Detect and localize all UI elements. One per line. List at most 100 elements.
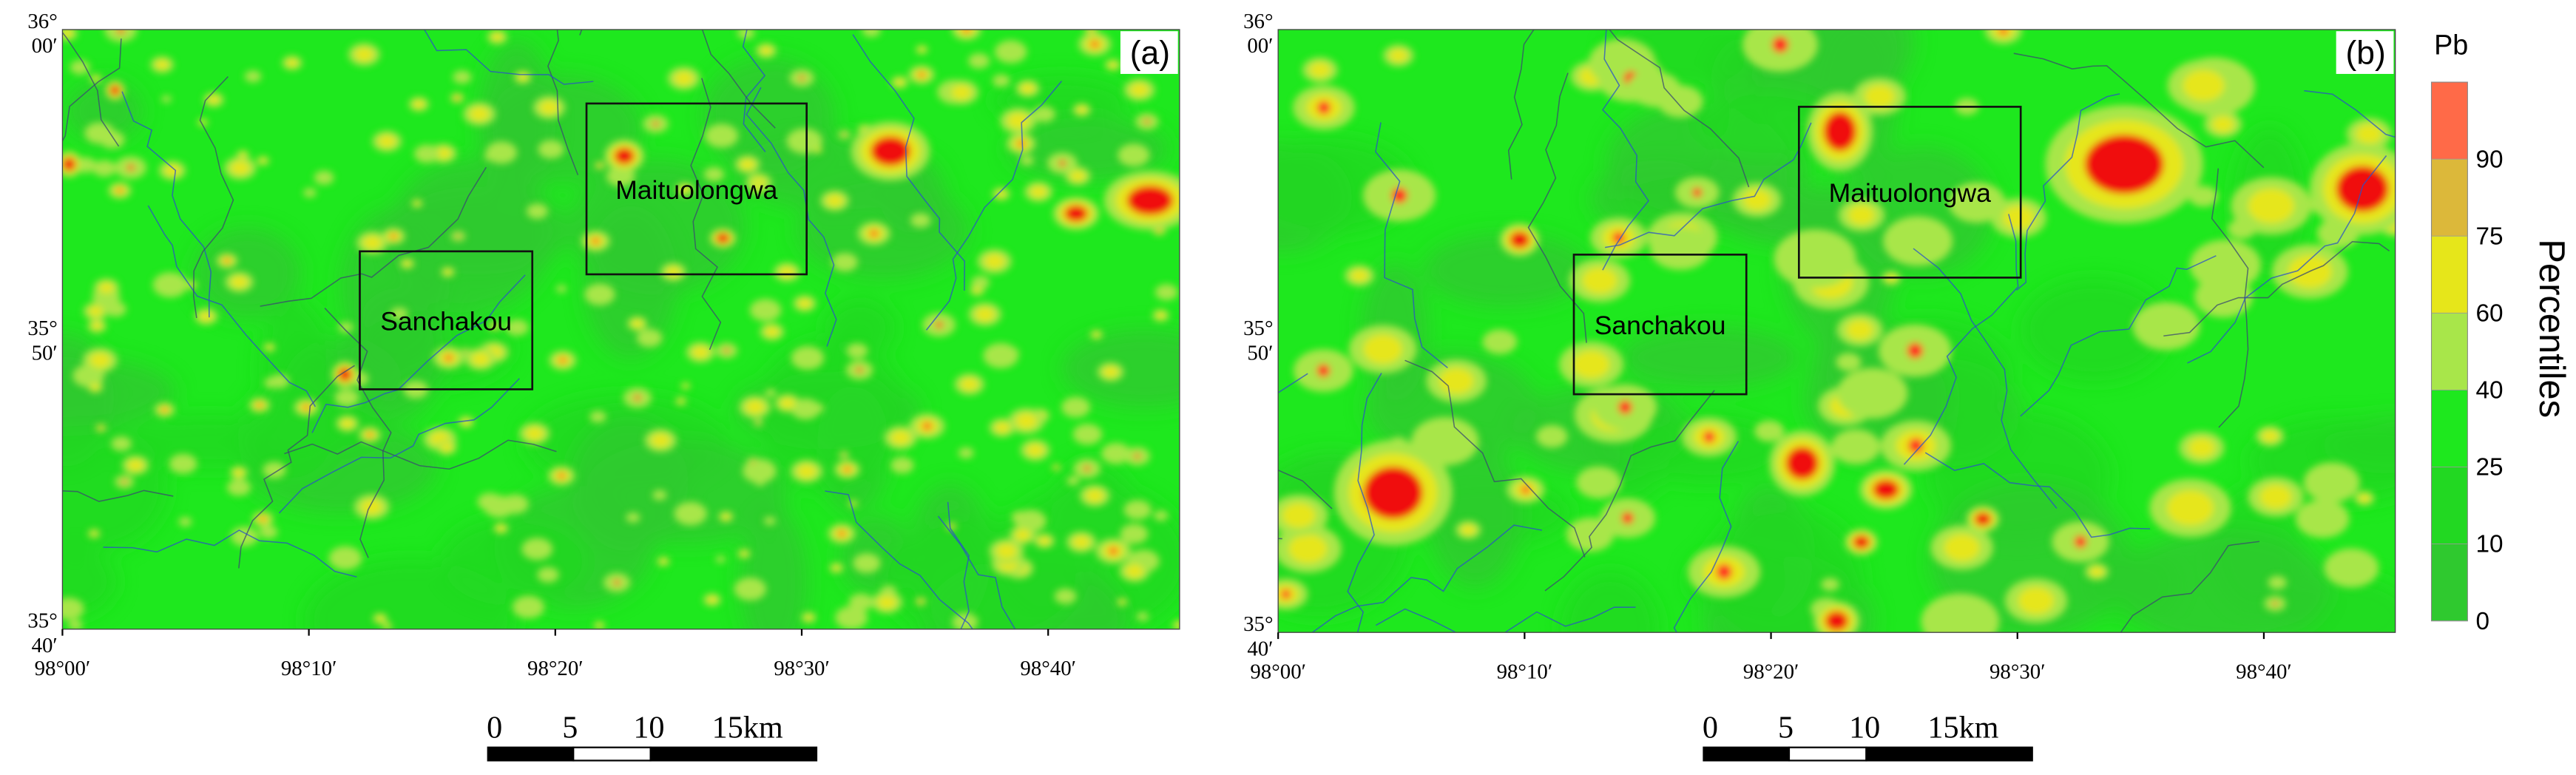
lat-minute: 50′ — [32, 341, 58, 365]
anomaly — [751, 461, 755, 464]
low-zone — [62, 420, 168, 553]
anomaly — [231, 276, 248, 288]
anomaly — [263, 461, 286, 478]
legend-swatch — [2431, 236, 2468, 314]
anomaly — [844, 467, 851, 473]
anomaly — [2194, 276, 2253, 318]
anomaly — [878, 595, 896, 609]
anomaly — [2259, 484, 2292, 509]
anomaly — [707, 595, 717, 604]
anomaly — [995, 422, 1010, 433]
map-frame — [61, 29, 1180, 630]
anomaly — [994, 40, 1027, 64]
river — [2120, 541, 2260, 633]
anomaly — [910, 213, 931, 228]
anomaly — [760, 46, 773, 55]
anomaly — [155, 59, 169, 70]
anomaly — [832, 564, 841, 571]
low-zone — [2117, 528, 2331, 633]
low-zone — [584, 205, 678, 359]
anomaly — [1626, 70, 1676, 106]
lat-degree: 35° — [27, 609, 57, 633]
anomaly — [2084, 135, 2164, 194]
anomaly — [853, 553, 881, 573]
anomaly — [199, 311, 213, 322]
anomaly — [780, 397, 795, 409]
anomaly — [2356, 124, 2382, 144]
anomaly — [835, 606, 868, 629]
place-label: Sanchakou — [380, 306, 512, 336]
river — [339, 29, 340, 30]
anomaly — [1175, 622, 1180, 629]
anomaly — [266, 345, 273, 351]
anomaly — [1389, 49, 1407, 63]
river — [1375, 122, 1448, 368]
legend-tick-label: 60 — [2475, 299, 2503, 327]
anomaly — [634, 394, 640, 401]
anomaly — [1061, 396, 1091, 418]
river — [423, 29, 594, 85]
river — [1903, 214, 2019, 465]
scale-label: 15km — [1927, 710, 1998, 745]
place-label: Maituolongwa — [1829, 178, 1991, 208]
river — [1375, 606, 1636, 633]
river — [2163, 240, 2390, 337]
river — [701, 29, 776, 129]
anomaly — [797, 464, 817, 478]
anomaly — [127, 459, 143, 471]
low-zone — [825, 297, 896, 359]
anomaly — [842, 453, 845, 456]
river — [1278, 470, 1333, 510]
anomaly — [1123, 500, 1152, 520]
anomaly — [470, 106, 489, 121]
low-zone — [237, 383, 339, 485]
scale-bar-segment — [1788, 746, 1867, 762]
anomaly — [831, 252, 859, 272]
anomaly — [1054, 588, 1077, 604]
anomaly — [162, 407, 167, 413]
anomaly — [2089, 566, 2104, 577]
anomaly — [996, 544, 1017, 559]
anomaly — [1853, 535, 1870, 549]
anomaly — [2189, 240, 2262, 291]
legend-swatch — [2431, 544, 2468, 621]
legend-tick-label: 75 — [2475, 223, 2503, 250]
anomaly — [1070, 170, 1086, 182]
lat-degree: 35° — [1243, 612, 1273, 636]
anomaly — [1126, 564, 1143, 578]
river — [260, 166, 487, 307]
river — [2016, 93, 2120, 291]
anomaly — [961, 377, 978, 391]
anomaly — [1907, 342, 1923, 359]
legend-tick-label: 90 — [2475, 146, 2503, 173]
anomaly — [880, 585, 896, 597]
anomaly — [445, 354, 453, 362]
anomaly — [2248, 189, 2295, 223]
anomaly — [505, 319, 529, 336]
anomaly — [679, 185, 690, 194]
anomaly — [1118, 143, 1150, 167]
anomaly — [652, 121, 659, 127]
anomaly — [856, 367, 862, 373]
anomaly — [286, 58, 298, 67]
anomaly — [1130, 83, 1149, 97]
anomaly — [257, 402, 262, 407]
anomaly — [88, 305, 103, 317]
anomaly — [109, 85, 121, 95]
anomaly — [2273, 601, 2278, 606]
anomaly — [1754, 420, 1785, 442]
anomaly — [558, 473, 565, 479]
anomaly — [440, 443, 453, 453]
scale-bar-segment — [487, 746, 575, 762]
river — [2013, 53, 2265, 169]
anomaly — [1066, 476, 1080, 486]
anomaly — [1848, 205, 1875, 226]
anomaly — [104, 301, 126, 317]
river — [825, 490, 973, 629]
lat-minute: 40′ — [32, 634, 58, 657]
anomaly — [1018, 141, 1024, 147]
river — [1347, 373, 1382, 633]
anomaly — [231, 160, 250, 175]
anomaly — [2212, 116, 2234, 132]
